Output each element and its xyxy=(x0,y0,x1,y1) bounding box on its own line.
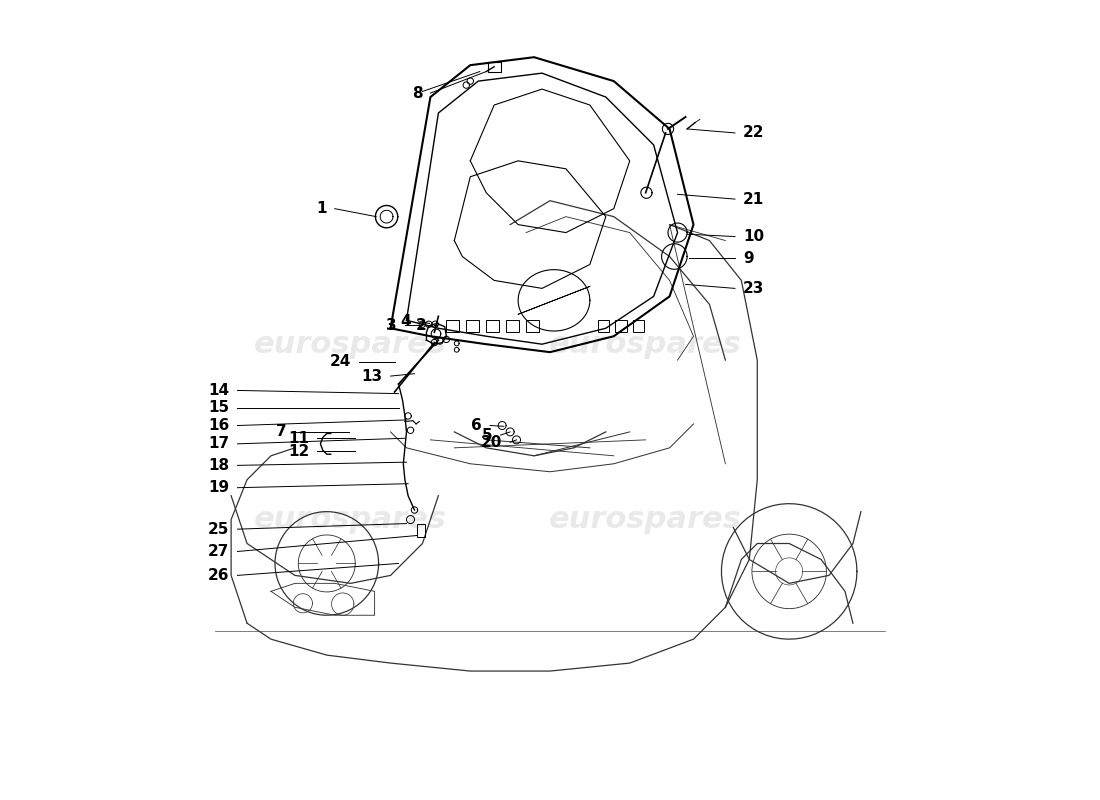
Bar xyxy=(447,320,459,332)
Text: 4: 4 xyxy=(400,314,410,330)
Text: 11: 11 xyxy=(288,430,309,446)
Text: 25: 25 xyxy=(208,522,230,537)
Text: eurospares: eurospares xyxy=(254,330,447,358)
Text: 13: 13 xyxy=(362,369,383,383)
Text: 8: 8 xyxy=(411,86,422,101)
Text: 15: 15 xyxy=(208,401,230,415)
Text: 21: 21 xyxy=(742,192,764,206)
Text: 26: 26 xyxy=(208,568,230,583)
Text: 19: 19 xyxy=(208,480,230,495)
Bar xyxy=(632,320,645,332)
Text: 18: 18 xyxy=(208,458,230,473)
Text: 7: 7 xyxy=(276,424,287,439)
Text: 27: 27 xyxy=(208,544,230,559)
Text: eurospares: eurospares xyxy=(549,330,742,358)
Bar xyxy=(526,320,539,332)
Text: 9: 9 xyxy=(742,250,754,266)
Bar xyxy=(417,524,425,537)
Text: 16: 16 xyxy=(208,418,230,433)
Bar xyxy=(466,320,478,332)
Text: 20: 20 xyxy=(481,434,503,450)
Bar xyxy=(486,320,499,332)
Text: 1: 1 xyxy=(317,201,327,216)
Text: 23: 23 xyxy=(742,281,764,296)
Text: 22: 22 xyxy=(742,126,764,141)
Text: 3: 3 xyxy=(386,318,397,333)
Text: eurospares: eurospares xyxy=(254,505,447,534)
Text: 6: 6 xyxy=(472,418,482,433)
Bar xyxy=(506,320,519,332)
Text: eurospares: eurospares xyxy=(549,505,742,534)
Bar xyxy=(597,320,609,332)
Text: 5: 5 xyxy=(482,427,493,442)
Text: 24: 24 xyxy=(329,354,351,370)
Text: 12: 12 xyxy=(288,443,309,458)
Text: 14: 14 xyxy=(208,383,230,398)
Text: 2: 2 xyxy=(416,318,427,333)
Text: 17: 17 xyxy=(208,436,230,451)
Text: 10: 10 xyxy=(742,229,764,244)
Bar xyxy=(615,320,627,332)
Bar xyxy=(487,62,500,71)
